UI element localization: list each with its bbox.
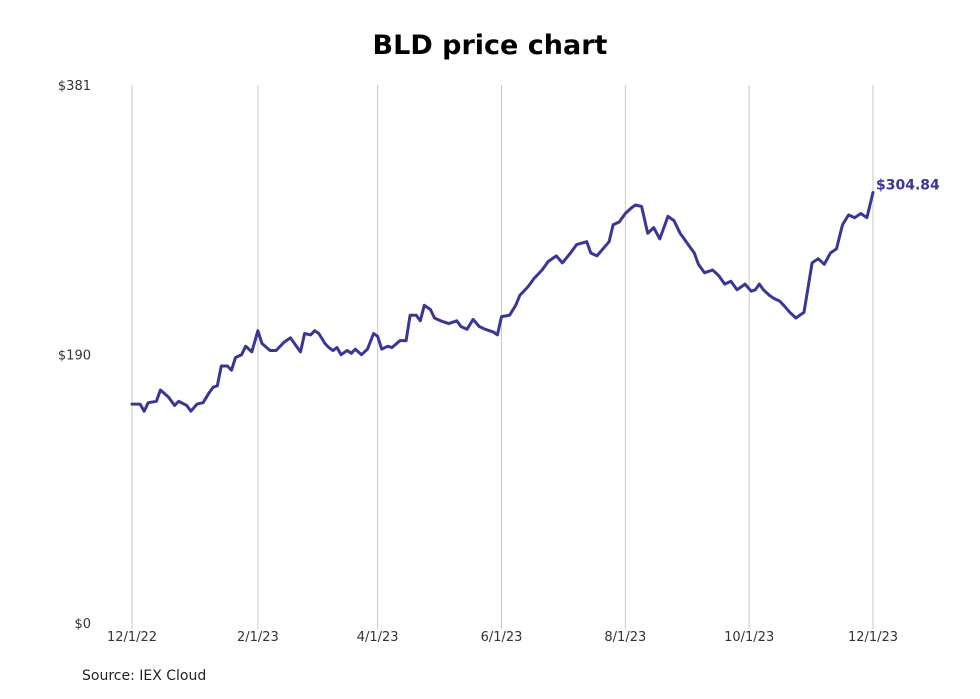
price-series-line (130, 191, 875, 413)
x-tick-label: 8/1/23 (604, 630, 646, 645)
x-tick-label: 6/1/23 (481, 630, 523, 645)
y-tick-label: $190 (58, 349, 91, 364)
y-tick-label: $0 (74, 617, 91, 632)
x-tick-label: 2/1/23 (237, 630, 279, 645)
chart-title: BLD price chart (372, 30, 608, 61)
x-tick-label: 12/1/22 (107, 630, 157, 645)
y-axis-tick-labels: $0 $190 $381 (58, 79, 91, 632)
x-tick-label: 10/1/23 (724, 630, 774, 645)
x-axis-tick-labels: 12/1/22 2/1/23 4/1/23 6/1/23 8/1/23 10/1/23 12… (107, 630, 898, 645)
x-tick-label: 4/1/23 (357, 630, 399, 645)
last-price-label: $304.84 (876, 178, 940, 194)
source-note: Source: IEX Cloud (82, 668, 207, 684)
vertical-gridlines (131, 85, 874, 629)
y-tick-label: $381 (58, 79, 91, 94)
x-tick-label: 12/1/23 (848, 630, 898, 645)
